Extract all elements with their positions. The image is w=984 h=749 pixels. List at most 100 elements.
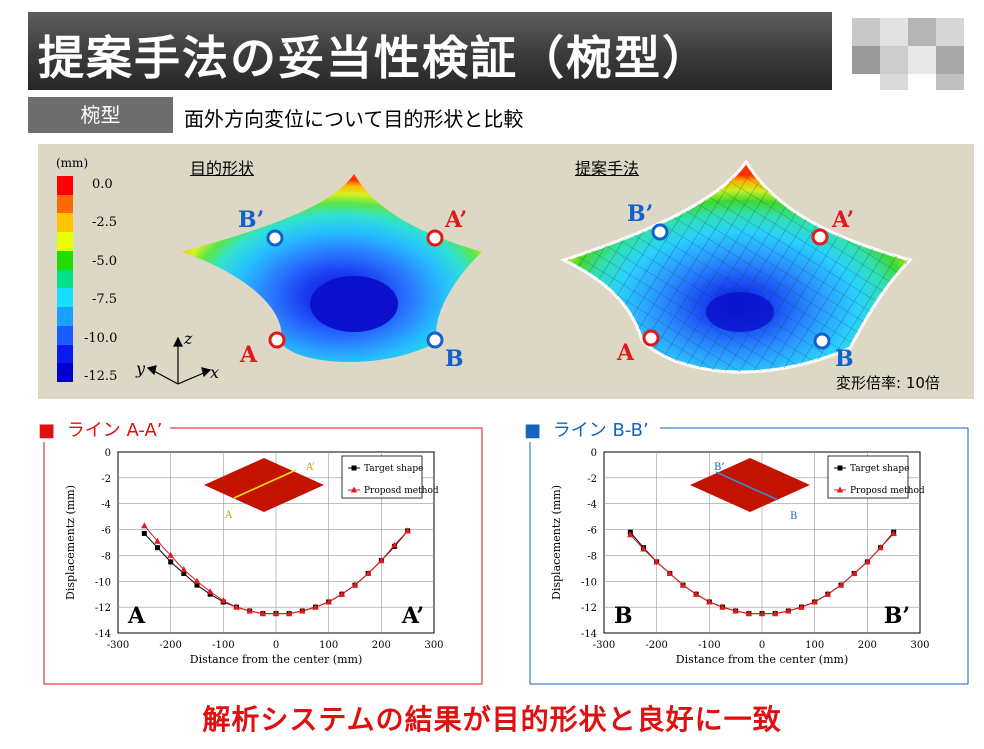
data-point-proposed [299, 607, 306, 614]
data-point-proposed [850, 570, 858, 577]
legend-entry-label: Proposd method [364, 486, 439, 496]
data-point-proposed [193, 577, 201, 584]
corner-label-left: A [127, 603, 146, 629]
data-point-proposed [877, 544, 884, 551]
inset-plate-diagram: A’ A [204, 458, 324, 521]
data-point-proposed [732, 607, 739, 614]
legend-tick-label: -2.5 [92, 215, 118, 230]
legend-tick-label: -5.0 [92, 254, 118, 269]
legend-tick-label: -7.5 [92, 292, 118, 307]
data-point-proposed [653, 558, 660, 565]
data-point-proposed [758, 610, 766, 617]
target-shape-label: 目的形状 [190, 159, 255, 178]
legend-marker [350, 486, 358, 493]
data-point-proposed [154, 537, 161, 544]
x-tick-label: -200 [159, 640, 181, 651]
data-point-proposed [180, 566, 188, 573]
legend-tick-label: -12.5 [84, 369, 118, 384]
corner-label-right: B’ [884, 603, 910, 629]
chart-legend: Target shape Proposd method [341, 455, 439, 499]
data-point-target [168, 559, 174, 565]
x-tick-label: -200 [645, 640, 667, 651]
y-tick-label: 0 [105, 448, 111, 459]
point-a-prime-label: A’ [832, 207, 855, 233]
data-point-proposed [719, 603, 726, 610]
data-point-proposed [364, 570, 372, 577]
y-tick-label: -4 [587, 500, 597, 511]
data-point-proposed [404, 527, 411, 534]
chart-line-a: -300 -200 -100 0 100 200 300 0 -2 -4 -6 -8 -10 -12 -14… [64, 448, 444, 666]
y-tick-label: -12 [95, 603, 111, 614]
data-point-proposed [785, 607, 792, 614]
data-point-proposed [706, 598, 713, 605]
inset-section-line [715, 471, 779, 501]
x-tick-label: 100 [805, 640, 824, 651]
x-tick-label: 200 [858, 640, 877, 651]
y-tick-label: -10 [95, 577, 111, 588]
data-point-target [194, 582, 200, 588]
data-point-proposed [811, 598, 818, 605]
x-tick-label: -300 [107, 640, 129, 651]
x-tick-label: -300 [593, 640, 615, 651]
y-tick-label: -2 [587, 474, 597, 485]
data-point-proposed [692, 590, 700, 597]
data-point-proposed [771, 610, 779, 617]
data-point-proposed [325, 598, 332, 605]
data-point-proposed [272, 610, 280, 617]
data-point-proposed [285, 610, 293, 617]
y-tick-label: -8 [101, 551, 111, 562]
legend-marker [836, 486, 844, 493]
section-badge: 椀型 [28, 97, 173, 133]
title-bar [28, 12, 832, 90]
legend-color-swatch [57, 250, 73, 271]
data-point-proposed [798, 603, 805, 610]
legend-color-swatch [57, 194, 73, 214]
data-point-proposed [627, 531, 634, 538]
deco-square [908, 18, 936, 46]
data-point-proposed [167, 551, 174, 558]
slide-title: 提案手法の妥当性検証（椀型） [38, 31, 710, 85]
deco-square [936, 46, 964, 74]
chart-b-title-marker: ■ [524, 420, 542, 441]
data-point-proposed [141, 522, 148, 529]
y-tick-label: -4 [101, 500, 111, 511]
x-tick-label: 300 [910, 640, 929, 651]
x-axis-label: Distance from the center (mm) [190, 653, 363, 666]
legend-color-swatch [57, 232, 73, 252]
y-tick-label: -6 [101, 526, 111, 537]
legend-color-swatch [57, 213, 73, 233]
chart-line-b: -300 -200 -100 0 100 200 300 0 -2 -4 -6 -8 -10 -12 -14… [550, 448, 930, 666]
legend-color-swatch [57, 288, 73, 308]
legend-marker [351, 465, 357, 471]
legend-color-swatch [57, 344, 73, 364]
data-point-proposed [679, 581, 687, 588]
y-axis-label: Displacementz (mm) [64, 485, 77, 600]
data-point-proposed [837, 581, 845, 588]
corner-label-right: A’ [401, 603, 424, 629]
y-tick-label: -10 [581, 577, 597, 588]
data-point-proposed [378, 557, 385, 564]
legend-unit: (mm) [56, 156, 89, 170]
data-point-target [141, 530, 147, 536]
data-point-target [207, 591, 213, 597]
chart-b-title-text: ライン B-B’ [552, 420, 649, 441]
deco-square [880, 18, 908, 46]
data-point-proposed [312, 603, 319, 610]
x-tick-label: 200 [372, 640, 391, 651]
data-point-proposed [391, 541, 398, 548]
x-tick-label: 300 [424, 640, 443, 651]
color-legend-bar [57, 176, 73, 383]
chart-a-title-text: ライン A-A’ [66, 420, 163, 441]
data-point-target [181, 571, 187, 577]
chart-legend: Target shape Proposd method [827, 455, 925, 499]
inset-label-end: A’ [305, 462, 315, 473]
legend-marker [837, 465, 843, 471]
proposed-method-label: 提案手法 [575, 159, 640, 178]
x-tick-label: 0 [273, 640, 279, 651]
deco-square [936, 18, 964, 46]
section-subtitle: 面外方向変位について目的形状と比較 [184, 107, 524, 131]
data-point-proposed [745, 610, 753, 617]
y-tick-label: -8 [587, 551, 597, 562]
inset-plate-diagram: B’ B [690, 458, 810, 522]
axis-z-label: z [183, 329, 193, 348]
